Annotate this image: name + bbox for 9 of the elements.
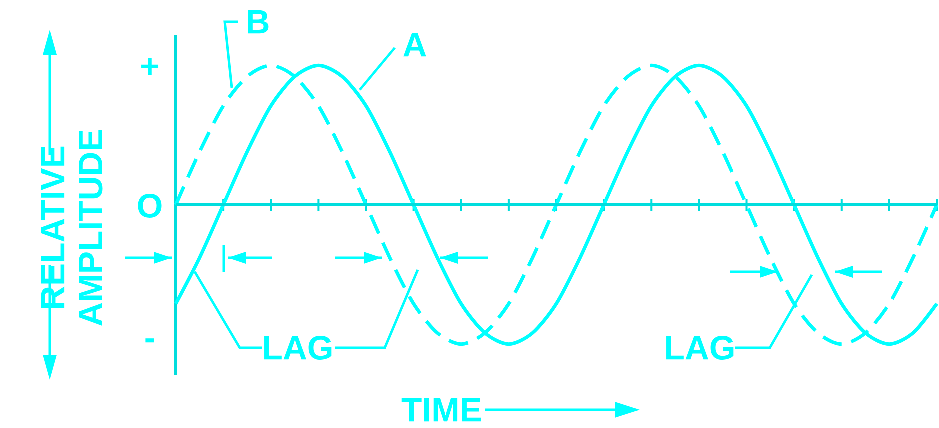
text: O bbox=[138, 194, 162, 218]
annotation: LAG bbox=[666, 336, 734, 360]
x-axis-title: TIME bbox=[402, 398, 482, 422]
series-label: A bbox=[404, 33, 426, 57]
series-label: B bbox=[248, 10, 269, 34]
annotation: LAG bbox=[264, 336, 332, 360]
text: + bbox=[142, 58, 159, 76]
y-axis-title: RELATIVE AMPLITUDE bbox=[41, 130, 103, 326]
text: - bbox=[146, 338, 154, 343]
